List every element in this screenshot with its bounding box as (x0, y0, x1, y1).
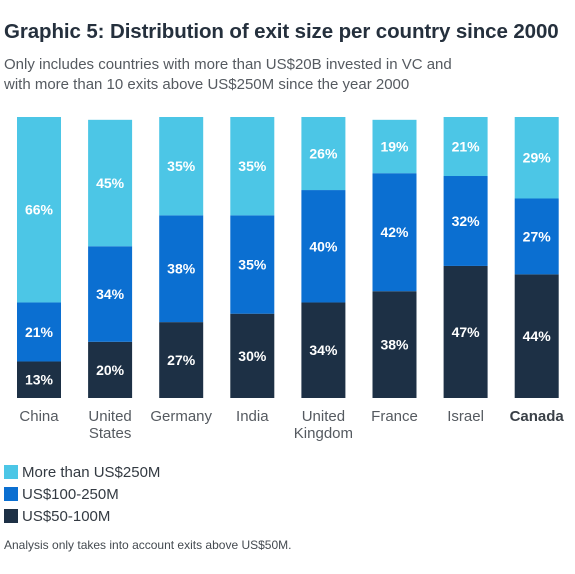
category-label: Canada (510, 408, 565, 425)
data-label: 32% (452, 213, 481, 229)
bar-segment-more-than-us-250m (159, 117, 204, 216)
bar-segment-more-than-us-250m (230, 117, 275, 216)
bar-segment-us-50-100m (301, 302, 346, 398)
category-label: Israel (447, 408, 484, 425)
bar-segment-us-50-100m (159, 322, 204, 398)
data-label: 30% (238, 348, 267, 364)
bar-segment-us-100-250m (17, 302, 61, 362)
data-label: 20% (96, 362, 125, 378)
category-label: India (236, 408, 269, 425)
chart-legend: More than US$250M US$100-250M US$50-100M (4, 461, 160, 527)
data-label: 66% (25, 202, 54, 218)
data-label: 42% (380, 224, 409, 240)
category-label: Germany (150, 408, 212, 425)
chart-subtitle: Only includes countries with more than U… (4, 55, 569, 95)
bar-segment-more-than-us-250m (17, 117, 61, 303)
legend-item: More than US$250M (4, 461, 160, 483)
data-label: 44% (523, 328, 552, 344)
legend-swatch (4, 509, 18, 523)
category-label: United Kingdom (294, 408, 353, 442)
data-label: 38% (380, 337, 409, 353)
data-label: 21% (25, 324, 54, 340)
data-label: 40% (309, 238, 338, 254)
data-label: 21% (452, 139, 481, 155)
data-label: 26% (309, 146, 338, 162)
data-label: 45% (96, 175, 125, 191)
data-label: 27% (523, 228, 552, 244)
bar-segment-us-100-250m (159, 215, 204, 323)
data-label: 34% (96, 286, 125, 302)
legend-label: More than US$250M (22, 463, 161, 481)
bar-segment-us-50-100m (230, 313, 275, 398)
bar-segment-us-100-250m (372, 173, 417, 292)
bar-segment-more-than-us-250m (88, 119, 133, 247)
data-label: 34% (309, 342, 338, 358)
subtitle-line-2: with more than 10 exits above US$250M si… (4, 76, 410, 93)
subtitle-line-1: Only includes countries with more than U… (4, 56, 452, 73)
footnote: Analysis only takes into account exits a… (4, 538, 292, 552)
data-label: 13% (25, 372, 54, 388)
chart-title: Graphic 5: Distribution of exit size per… (4, 20, 559, 43)
bar-segment-more-than-us-250m (443, 117, 488, 177)
bar-segment-us-50-100m (372, 291, 417, 398)
data-label: 47% (452, 324, 481, 340)
data-label: 27% (167, 352, 196, 368)
bar-segment-more-than-us-250m (301, 117, 346, 191)
legend-label: US$100-250M (22, 485, 119, 503)
category-label: France (371, 408, 418, 425)
legend-item: US$50-100M (4, 505, 160, 527)
bar-segment-us-100-250m (230, 215, 275, 314)
data-label: 35% (238, 158, 267, 174)
bar-segment-us-50-100m (443, 265, 488, 398)
bar-segment-more-than-us-250m (372, 119, 417, 174)
data-label: 35% (238, 257, 267, 273)
bar-segment-us-50-100m (514, 274, 559, 398)
bar-segment-us-100-250m (514, 198, 559, 275)
data-label: 29% (523, 150, 552, 166)
legend-label: US$50-100M (22, 507, 111, 525)
legend-item: US$100-250M (4, 483, 160, 505)
data-label: 19% (380, 139, 409, 155)
bar-segment-us-50-100m (88, 341, 133, 398)
bar-segment-us-100-250m (301, 190, 346, 303)
bar-segment-more-than-us-250m (514, 117, 559, 199)
bar-segment-us-100-250m (88, 246, 133, 342)
bar-segment-us-50-100m (17, 361, 61, 398)
data-label: 35% (167, 158, 196, 174)
bar-segment-us-100-250m (443, 176, 488, 266)
data-label: 38% (167, 261, 196, 277)
category-label: China (19, 408, 59, 425)
legend-swatch (4, 487, 18, 501)
category-label: United States (88, 408, 131, 442)
legend-swatch (4, 465, 18, 479)
